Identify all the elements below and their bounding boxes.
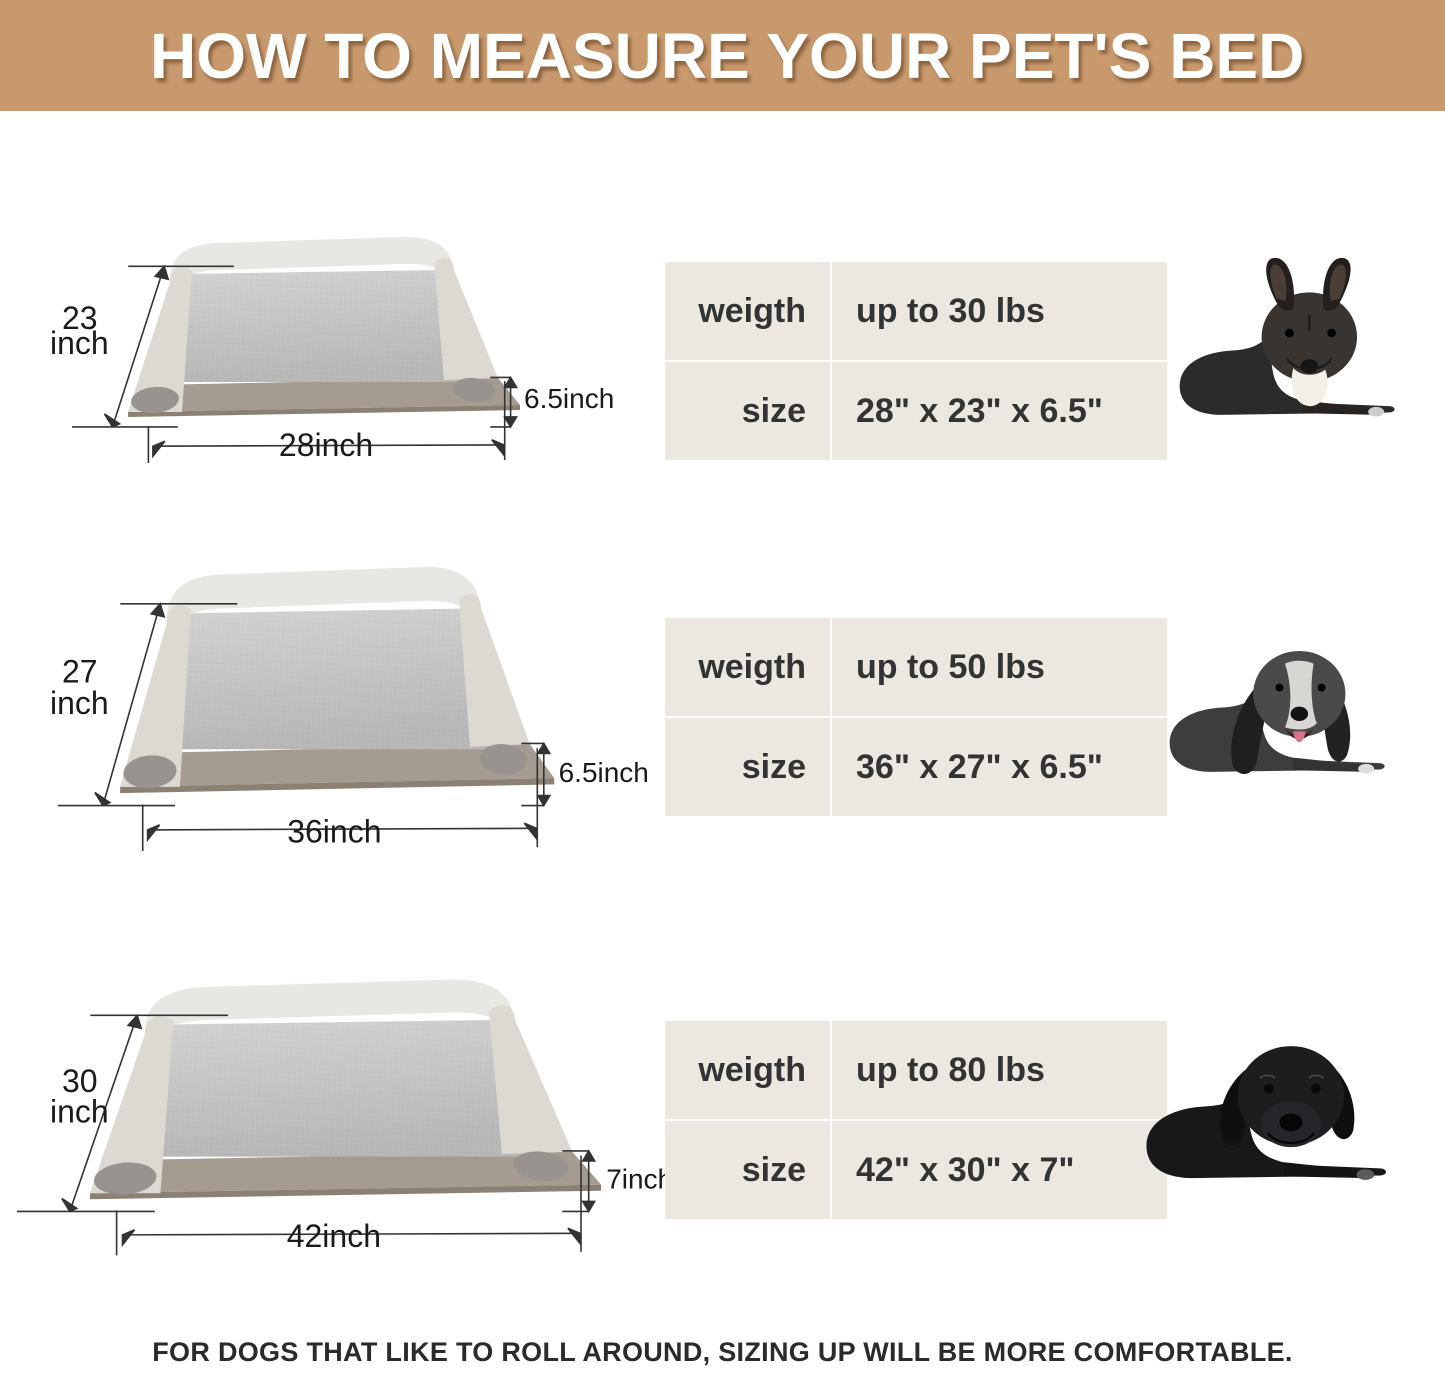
- svg-text:42inch: 42inch: [287, 1218, 381, 1254]
- svg-text:inch: inch: [50, 1093, 109, 1129]
- svg-text:7inch: 7inch: [606, 1163, 673, 1194]
